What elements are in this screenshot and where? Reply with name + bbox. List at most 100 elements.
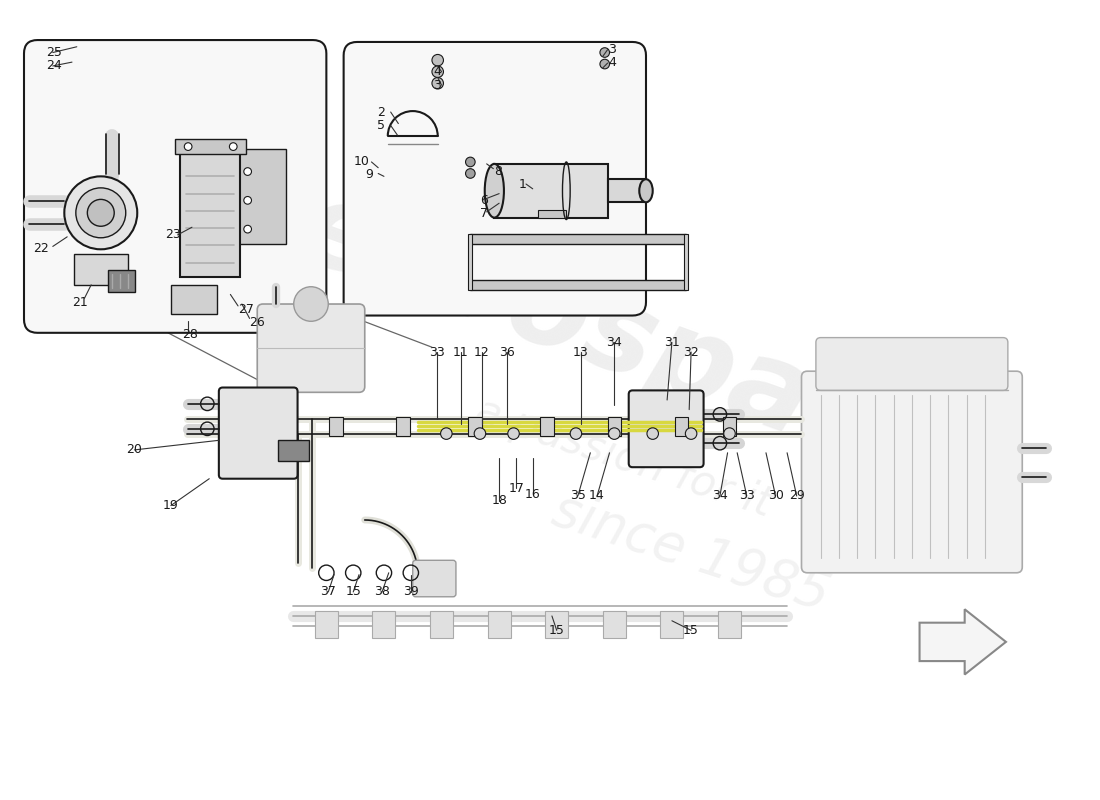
Circle shape xyxy=(244,168,252,175)
Bar xyxy=(396,418,410,435)
Bar xyxy=(487,611,510,638)
Bar xyxy=(315,611,338,638)
Text: 34: 34 xyxy=(606,336,623,349)
Circle shape xyxy=(474,428,486,439)
Bar xyxy=(233,150,286,243)
FancyBboxPatch shape xyxy=(343,42,646,315)
Circle shape xyxy=(64,176,138,250)
Text: 4: 4 xyxy=(608,56,616,69)
Text: 7: 7 xyxy=(480,207,488,220)
Text: 37: 37 xyxy=(320,586,337,598)
Text: 29: 29 xyxy=(789,490,804,502)
Text: 28: 28 xyxy=(183,328,198,342)
Bar xyxy=(180,147,240,277)
FancyBboxPatch shape xyxy=(802,371,1022,573)
Circle shape xyxy=(432,66,443,78)
FancyBboxPatch shape xyxy=(24,40,327,333)
Circle shape xyxy=(432,54,443,66)
Text: 3: 3 xyxy=(433,78,441,92)
Text: 36: 36 xyxy=(499,346,515,358)
Bar xyxy=(471,234,686,243)
Bar xyxy=(469,418,482,435)
Text: 4: 4 xyxy=(433,66,441,78)
Circle shape xyxy=(87,199,114,226)
Text: 8: 8 xyxy=(494,165,503,178)
Bar xyxy=(660,611,683,638)
Circle shape xyxy=(230,142,238,150)
Text: 26: 26 xyxy=(250,316,265,329)
Text: 20: 20 xyxy=(126,443,142,457)
Text: 12: 12 xyxy=(474,346,490,358)
Bar xyxy=(546,611,569,638)
Text: 5: 5 xyxy=(377,119,385,132)
Text: 30: 30 xyxy=(768,490,783,502)
Text: 19: 19 xyxy=(163,499,178,512)
Circle shape xyxy=(465,169,475,178)
Text: 6: 6 xyxy=(480,194,487,207)
Text: 33: 33 xyxy=(739,490,755,502)
Text: 22: 22 xyxy=(34,242,50,255)
Bar xyxy=(718,611,741,638)
Text: 15: 15 xyxy=(345,586,361,598)
Text: 17: 17 xyxy=(508,482,525,495)
Bar xyxy=(109,270,135,291)
Bar xyxy=(373,611,396,638)
Bar xyxy=(430,611,453,638)
Bar xyxy=(607,418,621,435)
Ellipse shape xyxy=(639,179,652,202)
Text: 10: 10 xyxy=(353,155,370,169)
Bar xyxy=(329,418,343,435)
Ellipse shape xyxy=(485,164,504,218)
Text: 2: 2 xyxy=(377,106,385,118)
Text: 18: 18 xyxy=(492,494,507,507)
Text: 23: 23 xyxy=(165,229,180,242)
Text: 32: 32 xyxy=(683,346,698,358)
Text: 34: 34 xyxy=(712,490,728,502)
Text: eurospares: eurospares xyxy=(283,170,1023,534)
Text: 14: 14 xyxy=(590,490,605,502)
Text: 39: 39 xyxy=(403,586,419,598)
Text: 27: 27 xyxy=(238,303,254,316)
Bar xyxy=(607,179,646,202)
Circle shape xyxy=(244,226,252,233)
Text: 13: 13 xyxy=(573,346,588,358)
Text: a passion for it: a passion for it xyxy=(471,390,778,526)
Circle shape xyxy=(465,157,475,166)
Circle shape xyxy=(432,78,443,89)
Bar xyxy=(603,611,626,638)
FancyBboxPatch shape xyxy=(629,390,704,467)
FancyBboxPatch shape xyxy=(257,304,365,392)
Circle shape xyxy=(608,428,620,439)
Bar xyxy=(684,234,689,290)
Circle shape xyxy=(724,428,735,439)
Text: 9: 9 xyxy=(365,168,374,181)
Text: 3: 3 xyxy=(608,43,616,56)
Bar xyxy=(494,164,607,218)
Text: 16: 16 xyxy=(525,487,540,501)
Text: 21: 21 xyxy=(72,295,88,309)
Circle shape xyxy=(185,142,192,150)
Bar xyxy=(538,210,566,218)
Text: 31: 31 xyxy=(664,336,680,349)
Bar xyxy=(674,418,689,435)
Circle shape xyxy=(508,428,519,439)
Circle shape xyxy=(685,428,697,439)
Circle shape xyxy=(294,286,328,322)
Circle shape xyxy=(441,428,452,439)
FancyBboxPatch shape xyxy=(412,560,455,597)
Circle shape xyxy=(76,188,125,238)
Circle shape xyxy=(244,197,252,204)
Text: 35: 35 xyxy=(570,490,586,502)
Bar xyxy=(723,418,736,435)
Bar xyxy=(540,418,553,435)
Bar xyxy=(469,234,472,290)
Bar xyxy=(175,139,245,154)
FancyBboxPatch shape xyxy=(219,387,298,478)
Text: 38: 38 xyxy=(374,586,390,598)
Circle shape xyxy=(570,428,582,439)
Polygon shape xyxy=(920,610,1005,674)
Bar xyxy=(74,254,128,285)
Text: 15: 15 xyxy=(683,624,698,637)
Circle shape xyxy=(600,48,609,58)
Text: 1: 1 xyxy=(518,178,526,190)
